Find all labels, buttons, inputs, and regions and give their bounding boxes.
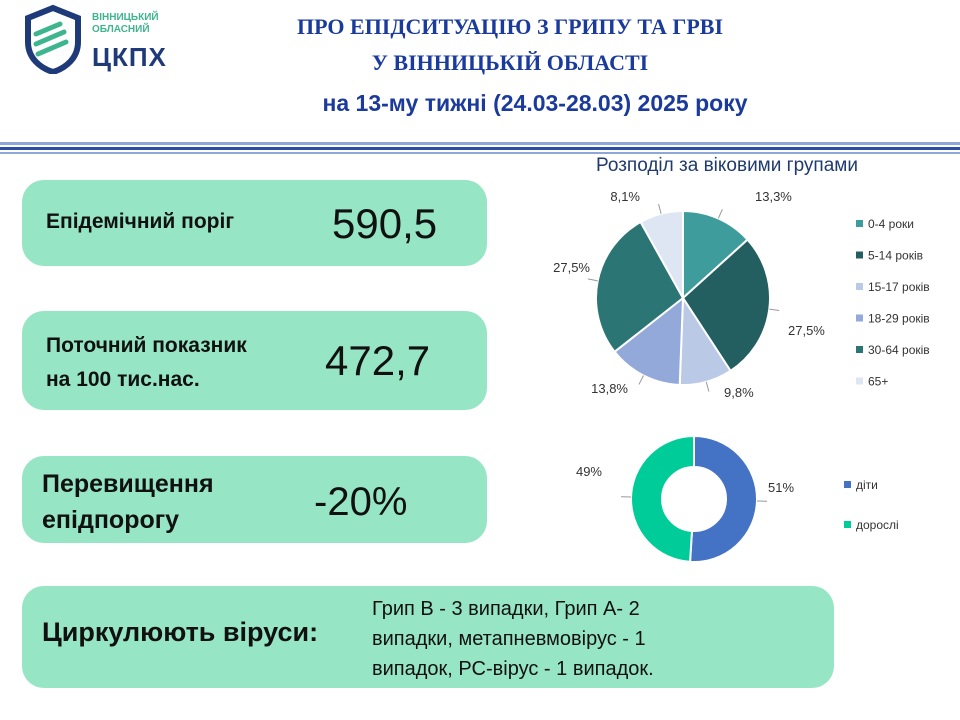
current-rate-card: Поточний показник на 100 тис.нас. 472,7 bbox=[22, 311, 487, 410]
excess-value: -20% bbox=[314, 480, 408, 524]
logo-text: ВІННИЦЬКИЙ ОБЛАСНИЙ bbox=[92, 12, 159, 36]
legend-label-4: 30-64 років bbox=[868, 343, 930, 357]
legend-label-0: 0-4 роки bbox=[868, 217, 914, 231]
current-rate-label-line1: Поточний показник bbox=[46, 334, 247, 357]
legend-swatch-5 bbox=[856, 377, 863, 385]
logo-line1: ВІННИЦЬКИЙ bbox=[92, 12, 159, 23]
logo: ВІННИЦЬКИЙ ОБЛАСНИЙ ЦКПХ bbox=[22, 4, 182, 74]
donut-legend-label-1: дорослі bbox=[856, 518, 899, 532]
logo-abbr: ЦКПХ bbox=[92, 42, 167, 72]
header-divider bbox=[0, 142, 960, 154]
donut-legend-swatch-0 bbox=[844, 481, 851, 488]
donut-slice-0 bbox=[688, 434, 758, 563]
page-title-line2: У ВІННИЦЬКІЙ ОБЛАСТІ bbox=[371, 50, 649, 75]
donut-slice-1 bbox=[630, 434, 695, 563]
legend-swatch-3 bbox=[856, 314, 863, 322]
excess-label-line2: епідпорогу bbox=[42, 506, 180, 534]
pie-leader-2 bbox=[705, 381, 710, 392]
pie-data-label-3: 13,8% bbox=[591, 381, 628, 396]
viruses-text: Грип В - 3 випадки, Грип А- 2 випадки, м… bbox=[372, 594, 654, 684]
pie-leader-4 bbox=[587, 278, 598, 282]
viruses-text-line1: Грип В - 3 випадки, Грип А- 2 bbox=[372, 598, 640, 620]
legend-label-1: 5-14 років bbox=[868, 249, 923, 263]
children-adults-donut-chart: 51% 49% діти дорослі bbox=[576, 434, 899, 563]
excess-card: Перевищення епідпорогу -20% bbox=[22, 456, 487, 543]
pie-leader-1 bbox=[769, 308, 780, 311]
pie-data-label-2: 9,8% bbox=[724, 385, 754, 400]
threshold-label: Епідемічний поріг bbox=[46, 210, 235, 233]
current-rate-label-line2: на 100 тис.нас. bbox=[46, 368, 200, 391]
pie-data-label-1: 27,5% bbox=[788, 323, 825, 338]
viruses-text-line3: випадок, РС-вірус - 1 випадок. bbox=[372, 658, 654, 680]
pie-leader-0 bbox=[717, 209, 723, 219]
excess-label: Перевищення епідпорогу bbox=[42, 466, 214, 538]
donut-legend-swatch-1 bbox=[844, 521, 851, 528]
threshold-value: 590,5 bbox=[332, 200, 438, 247]
pie-slice-3 bbox=[613, 295, 685, 386]
legend-swatch-0 bbox=[856, 220, 863, 227]
legend-swatch-1 bbox=[856, 251, 863, 259]
pie-data-label-0: 13,3% bbox=[755, 189, 792, 204]
pie-data-label-5: 8,1% bbox=[610, 189, 640, 204]
threshold-card: Епідемічний поріг 590,5 bbox=[22, 180, 487, 266]
legend-label-2: 15-17 років bbox=[868, 280, 930, 294]
page-subtitle: на 13-му тижні (24.03-28.03) 2025 року bbox=[322, 90, 748, 116]
pie-leader-5 bbox=[658, 203, 662, 214]
logo-line2: ОБЛАСНИЙ bbox=[92, 24, 150, 35]
current-rate-label: Поточний показник на 100 тис.нас. bbox=[46, 329, 247, 397]
age-chart-title: Розподіл за віковими групами bbox=[596, 155, 858, 176]
pie-data-label-4: 27,5% bbox=[553, 260, 590, 275]
legend-label-5: 65+ bbox=[868, 375, 888, 389]
age-distribution-pie-chart: 13,3% 27,5% 9,8% 13,8% 27,5% 8,1% 0-4 роки 5-14… bbox=[553, 189, 930, 400]
donut-data-label-0: 51% bbox=[768, 480, 794, 495]
viruses-label: Циркулюють віруси: bbox=[42, 617, 319, 647]
viruses-text-line2: випадки, метапневмовірус - 1 bbox=[372, 628, 646, 650]
viruses-card: Циркулюють віруси: Грип В - 3 випадки, Г… bbox=[22, 586, 834, 688]
excess-label-line1: Перевищення bbox=[42, 470, 214, 498]
donut-data-label-1: 49% bbox=[576, 464, 602, 479]
pie-leader-3 bbox=[638, 375, 644, 385]
donut-legend-label-0: діти bbox=[856, 478, 878, 492]
legend-swatch-2 bbox=[856, 283, 863, 290]
shield-logo-icon bbox=[25, 4, 81, 74]
current-rate-value: 472,7 bbox=[325, 337, 431, 384]
page-title-line1: ПРО ЕПІДСИТУАЦІЮ З ГРИПУ ТА ГРВІ bbox=[296, 14, 724, 39]
legend-label-3: 18-29 років bbox=[868, 312, 930, 326]
legend-swatch-4 bbox=[856, 346, 863, 353]
